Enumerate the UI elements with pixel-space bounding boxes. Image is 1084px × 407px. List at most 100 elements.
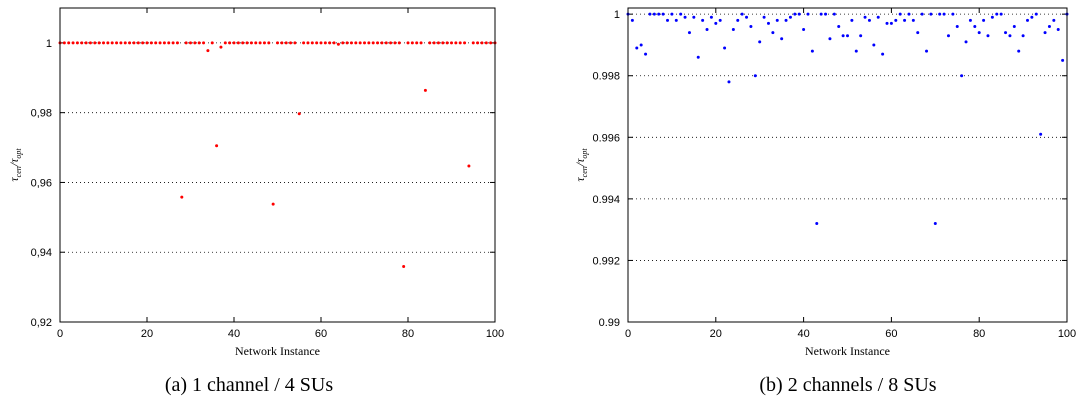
data-point-b: [819, 12, 823, 16]
data-point-b: [982, 18, 986, 22]
data-point-a: [184, 41, 188, 45]
data-point-a: [223, 41, 227, 45]
data-point-b: [652, 12, 656, 16]
data-point-a: [258, 41, 262, 45]
y-tick-label-a: 1: [46, 38, 52, 50]
data-point-b: [701, 18, 705, 22]
x-tick-label-a: 80: [402, 328, 414, 340]
data-point-b: [1004, 31, 1008, 35]
data-point-a: [328, 41, 332, 45]
data-point-b: [1043, 31, 1047, 35]
data-point-a: [110, 41, 114, 45]
data-point-a: [189, 41, 192, 45]
data-point-a: [249, 41, 253, 45]
grid-a: [60, 42, 495, 253]
caption-a: (a) 1 channel / 4 SUs: [165, 374, 334, 396]
data-point-b: [946, 34, 950, 38]
ticks-a: 0,92 0,94 0,96 0,98 1 0 20 40 60 80 100: [31, 8, 504, 340]
data-point-b: [960, 74, 964, 78]
data-point-b: [876, 15, 880, 19]
data-point-b: [749, 24, 753, 28]
x-tick-label-b: 20: [710, 328, 722, 340]
data-point-a: [384, 41, 388, 45]
data-point-a: [215, 144, 219, 148]
y-tick-label-b: 0.994: [592, 194, 620, 206]
data-point-a: [345, 41, 349, 45]
data-point-a: [228, 41, 232, 45]
data-point-b: [766, 21, 770, 25]
data-point-b: [718, 18, 722, 22]
data-point-b: [1025, 18, 1029, 22]
data-point-b: [753, 74, 757, 78]
data-point-b: [995, 12, 999, 16]
data-point-b: [661, 12, 665, 16]
data-point-a: [397, 41, 401, 45]
data-point-a: [136, 41, 140, 45]
data-point-b: [907, 12, 911, 16]
data-point-a: [302, 41, 306, 45]
data-point-b: [810, 49, 814, 53]
y-tick-label-a: 0,94: [31, 247, 52, 259]
data-point-a: [428, 41, 432, 45]
data-point-b: [977, 31, 981, 35]
data-point-b: [731, 28, 735, 32]
data-point-a: [149, 41, 153, 45]
x-tick-label-b: 40: [797, 328, 809, 340]
data-point-a: [323, 41, 327, 45]
y-tick-label-a: 0,92: [31, 317, 52, 329]
data-point-b: [745, 15, 749, 19]
y-tick-label-b: 1: [614, 9, 620, 21]
data-point-b: [692, 15, 696, 19]
data-point-b: [1061, 58, 1065, 62]
data-point-b: [898, 12, 902, 16]
data-point-b: [644, 52, 648, 56]
data-point-b: [955, 24, 959, 28]
plot-frame-b: [627, 7, 1068, 323]
data-point-b: [815, 221, 819, 225]
data-point-b: [846, 34, 849, 38]
data-point-b: [850, 18, 854, 22]
chart-panel-a: 0,92 0,94 0,96 0,98 1 0 20 40 60 80 100 Network In…: [7, 7, 504, 396]
data-point-b: [670, 12, 674, 16]
data-point-a: [293, 41, 297, 45]
data-point-b: [727, 80, 731, 84]
data-point-b: [709, 15, 713, 19]
data-point-b: [990, 15, 994, 19]
y-tick-label-b: 0.996: [592, 132, 620, 144]
x-axis-label-b: Network Instance: [805, 344, 890, 358]
data-point-b: [841, 34, 845, 38]
data-point-b: [762, 15, 766, 19]
data-point-b: [639, 43, 643, 47]
data-point-b: [885, 21, 889, 25]
data-point-b: [903, 18, 907, 22]
data-point-a: [436, 41, 440, 45]
data-point-b: [1039, 132, 1043, 136]
data-point-b: [1012, 24, 1016, 28]
data-point-b: [802, 28, 806, 32]
data-point-a: [180, 195, 184, 199]
y-tick-label-a: 0,98: [31, 108, 52, 120]
data-point-a: [115, 41, 119, 45]
data-point-b: [1052, 18, 1056, 22]
data-point-b: [999, 12, 1003, 16]
data-point-a: [236, 41, 240, 45]
data-point-a: [267, 41, 271, 45]
data-point-a: [97, 41, 101, 45]
data-point-a: [271, 202, 275, 206]
data-point-a: [393, 41, 397, 45]
data-point-a: [202, 41, 206, 45]
data-point-b: [797, 12, 801, 16]
data-point-b: [771, 31, 775, 35]
points-b: [626, 12, 1069, 225]
data-point-a: [67, 41, 71, 45]
data-point-a: [62, 41, 66, 45]
data-point-b: [920, 12, 924, 16]
data-point-a: [197, 41, 201, 45]
data-point-a: [467, 164, 471, 168]
data-point-a: [445, 41, 449, 45]
data-point-a: [363, 41, 366, 45]
data-point-b: [657, 12, 661, 16]
x-tick-label-b: 0: [625, 328, 631, 340]
data-point-b: [683, 15, 687, 19]
data-point-b: [780, 37, 784, 41]
